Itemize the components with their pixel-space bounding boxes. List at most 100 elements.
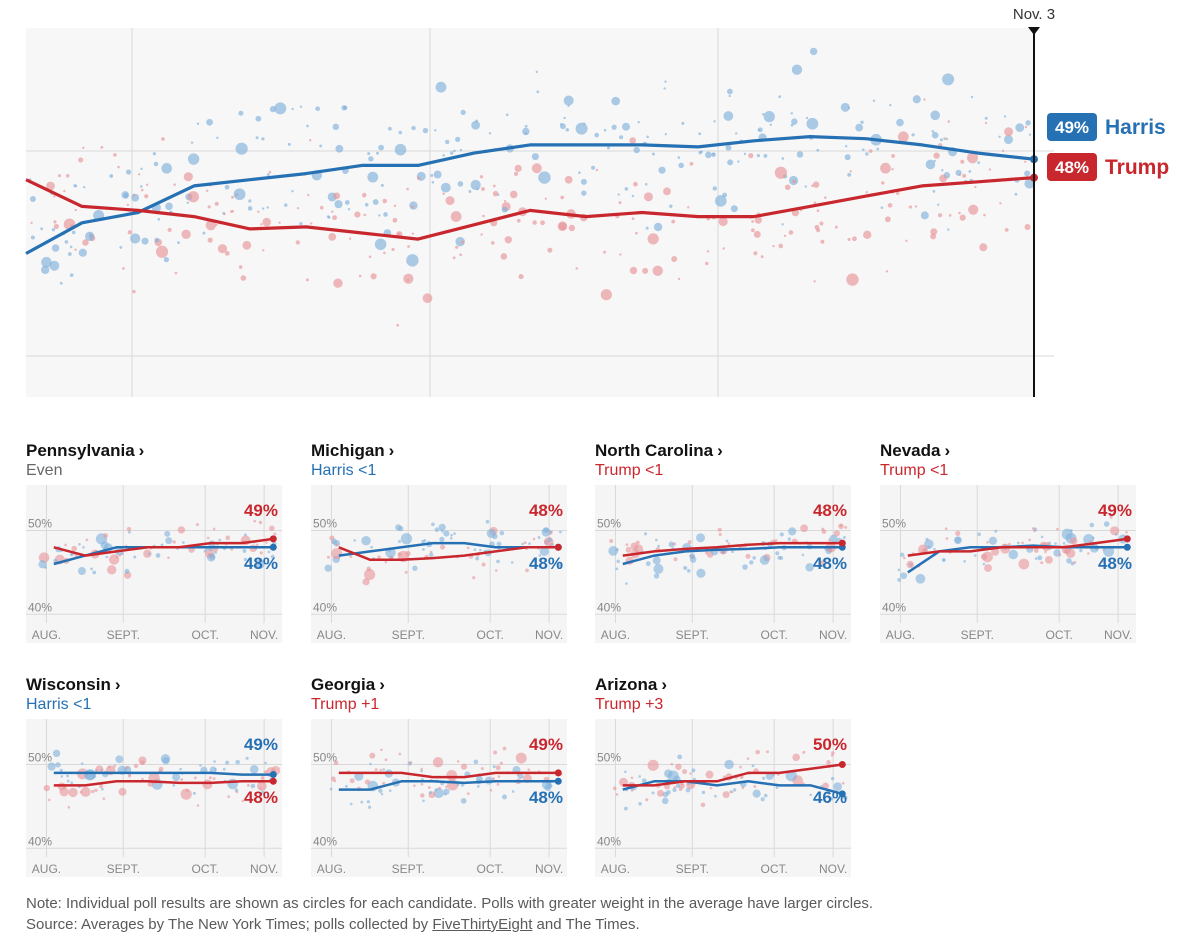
state-title[interactable]: Georgia › bbox=[311, 675, 571, 695]
harris-poll-dot bbox=[806, 117, 819, 130]
harris-poll-dot bbox=[663, 87, 666, 90]
state-title-text[interactable]: Georgia bbox=[311, 675, 376, 694]
state-title-text[interactable]: Wisconsin bbox=[26, 675, 111, 694]
harris-poll-dot bbox=[235, 142, 248, 155]
x-tick-label: AUG. bbox=[317, 628, 346, 642]
trump-poll-dot bbox=[212, 777, 216, 780]
harris-poll-dot bbox=[78, 542, 81, 546]
harris-poll-dot bbox=[538, 171, 551, 184]
x-tick-label: SEPT. bbox=[676, 628, 709, 642]
harris-poll-dot bbox=[637, 120, 640, 124]
harris-end-dot bbox=[554, 777, 562, 785]
trump-poll-dot bbox=[368, 255, 372, 259]
state-title[interactable]: Pennsylvania › bbox=[26, 441, 286, 461]
state-title-text[interactable]: Pennsylvania bbox=[26, 441, 135, 460]
harris-poll-dot bbox=[847, 106, 851, 110]
harris-poll-dot bbox=[625, 582, 628, 585]
harris-poll-dot bbox=[422, 548, 425, 551]
trump-poll-dot bbox=[207, 205, 211, 209]
trump-poll-dot bbox=[544, 197, 547, 200]
trump-poll-dot bbox=[305, 278, 309, 282]
harris-poll-dot bbox=[535, 70, 539, 74]
harris-poll-dot bbox=[1061, 528, 1073, 540]
x-tick-label: NOV. bbox=[250, 862, 278, 876]
state-title-text[interactable]: Michigan bbox=[311, 441, 385, 460]
harris-poll-dot bbox=[805, 563, 814, 572]
trump-poll-dot bbox=[984, 121, 988, 125]
fivethirtyeight-link[interactable]: FiveThirtyEight bbox=[432, 916, 533, 933]
harris-poll-dot bbox=[334, 200, 343, 209]
state-card-wisconsin[interactable]: Wisconsin › Harris <1 50% 40% AUG. SEPT. OCT.… bbox=[26, 675, 286, 877]
trump-poll-dot bbox=[460, 240, 465, 244]
harris-poll-dot bbox=[1028, 133, 1032, 136]
state-title-text[interactable]: North Carolina bbox=[595, 441, 714, 460]
trump-poll-dot bbox=[841, 781, 845, 785]
harris-poll-dot bbox=[139, 185, 143, 188]
state-title[interactable]: Nevada › bbox=[880, 441, 1140, 461]
harris-poll-dot bbox=[809, 793, 812, 797]
harris-poll-dot bbox=[611, 96, 620, 106]
state-title-text[interactable]: Arizona bbox=[595, 675, 658, 694]
trump-poll-dot bbox=[366, 566, 372, 572]
harris-poll-dot bbox=[603, 128, 607, 132]
harris-poll-dot bbox=[528, 542, 531, 545]
harris-poll-dot bbox=[411, 125, 416, 131]
harris-poll-dot bbox=[790, 123, 794, 127]
trump-poll-dot bbox=[514, 164, 522, 172]
harris-poll-dot bbox=[615, 548, 619, 552]
trump-poll-dot bbox=[102, 797, 106, 801]
harris-poll-dot bbox=[658, 166, 666, 174]
harris-poll-dot bbox=[235, 759, 240, 765]
state-card-georgia[interactable]: Georgia › Trump +1 50% 40% AUG. SEPT. OCT. NOV… bbox=[311, 675, 571, 877]
trump-average-line bbox=[338, 546, 559, 562]
trump-poll-dot bbox=[813, 201, 817, 205]
trump-poll-dot bbox=[161, 137, 165, 141]
state-title[interactable]: North Carolina › bbox=[595, 441, 855, 461]
state-card-north-carolina[interactable]: North Carolina › Trump <1 50% 40% AUG. SEPT.… bbox=[595, 441, 855, 643]
harris-poll-dot bbox=[109, 174, 114, 178]
state-title[interactable]: Michigan › bbox=[311, 441, 571, 461]
trump-poll-dot bbox=[531, 163, 542, 174]
x-tick-label: SEPT. bbox=[392, 862, 425, 876]
trump-poll-dot bbox=[1069, 537, 1078, 545]
harris-poll-dot bbox=[876, 147, 880, 151]
state-title-text[interactable]: Nevada bbox=[880, 441, 941, 460]
harris-poll-dot bbox=[675, 783, 681, 789]
harris-poll-dot bbox=[420, 769, 423, 773]
trump-poll-dot bbox=[999, 202, 1002, 205]
trump-poll-dot bbox=[560, 195, 564, 200]
x-tick-label: SEPT. bbox=[961, 628, 994, 642]
trump-poll-dot bbox=[944, 527, 948, 530]
state-title[interactable]: Arizona › bbox=[595, 675, 855, 695]
harris-poll-dot bbox=[59, 768, 63, 772]
y-tick-label: 50% bbox=[28, 751, 52, 765]
harris-poll-dot bbox=[896, 118, 904, 127]
trump-average-line bbox=[622, 541, 843, 557]
harris-end-label: 46% bbox=[813, 788, 847, 807]
trump-poll-dot bbox=[515, 752, 527, 764]
state-card-pennsylvania[interactable]: Pennsylvania › Even 50% 40% AUG. SEPT. OCT. NO… bbox=[26, 441, 286, 643]
harris-poll-dot bbox=[344, 200, 350, 205]
state-card-michigan[interactable]: Michigan › Harris <1 50% 40% AUG. SEPT. OCT. N… bbox=[311, 441, 571, 643]
trump-poll-dot bbox=[307, 193, 310, 197]
trump-poll-dot bbox=[525, 568, 529, 573]
harris-poll-dot bbox=[742, 564, 748, 570]
trump-poll-dot bbox=[558, 222, 567, 231]
chevron-right-icon: › bbox=[944, 441, 951, 460]
harris-poll-dot bbox=[130, 233, 141, 244]
trump-poll-dot bbox=[718, 532, 722, 537]
harris-poll-dot bbox=[497, 193, 500, 196]
state-title[interactable]: Wisconsin › bbox=[26, 675, 286, 695]
chevron-right-icon: › bbox=[114, 675, 121, 694]
harris-poll-dot bbox=[1037, 555, 1043, 561]
trump-poll-dot bbox=[792, 179, 797, 184]
harris-poll-dot bbox=[686, 569, 691, 573]
trump-poll-dot bbox=[438, 786, 441, 790]
harris-poll-dot bbox=[266, 173, 270, 176]
state-card-arizona[interactable]: Arizona › Trump +3 50% 40% AUG. SEPT. OCT. NOV… bbox=[595, 675, 855, 877]
trump-poll-dot bbox=[652, 265, 663, 276]
trump-poll-dot bbox=[273, 532, 277, 536]
trump-poll-dot bbox=[750, 228, 755, 233]
state-chart-nevada: 50% 40% AUG. SEPT. OCT. NOV. 48% 49% bbox=[880, 485, 1136, 643]
state-card-nevada[interactable]: Nevada › Trump <1 50% 40% AUG. SEPT. OCT. NOV.… bbox=[880, 441, 1140, 643]
